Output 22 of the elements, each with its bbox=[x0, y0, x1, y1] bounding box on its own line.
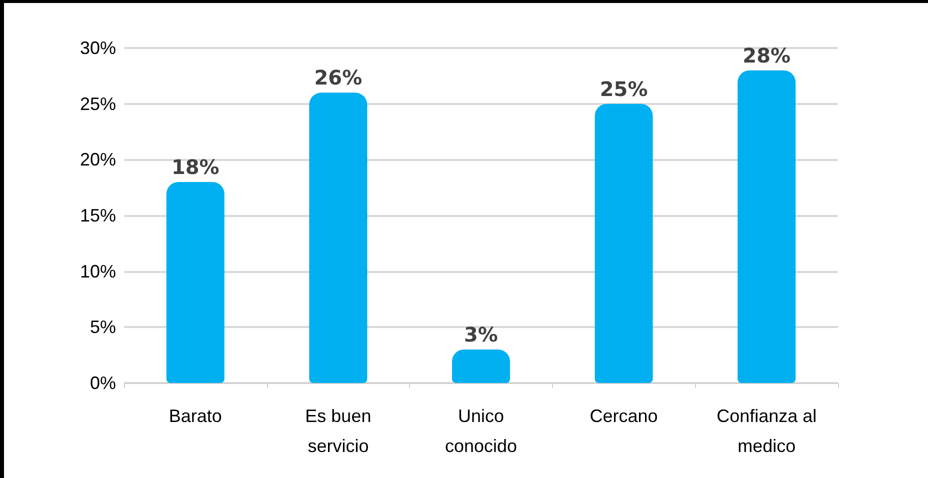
bar bbox=[452, 350, 510, 383]
y-tick-label: 20% bbox=[80, 150, 116, 170]
y-tick-label: 25% bbox=[80, 94, 116, 114]
data-label: 28% bbox=[742, 43, 791, 68]
x-tick-label: Es buen servicio bbox=[305, 406, 372, 456]
data-label: 26% bbox=[314, 66, 362, 90]
bar bbox=[309, 92, 368, 383]
bar bbox=[738, 70, 796, 383]
y-tick-label: 5% bbox=[90, 317, 116, 338]
data-label: 3% bbox=[464, 322, 498, 346]
x-tick-label: Cercano bbox=[590, 406, 658, 426]
bar bbox=[594, 104, 653, 383]
y-tick-label: 10% bbox=[80, 261, 116, 282]
y-tick-label: 15% bbox=[80, 206, 116, 226]
y-tick-label: 30% bbox=[80, 38, 116, 58]
x-tick-label: Unico conocido bbox=[444, 406, 518, 456]
x-tick-label: Confianza al medico bbox=[716, 406, 817, 456]
data-label: 18% bbox=[171, 155, 220, 179]
data-label: 25% bbox=[600, 76, 648, 101]
bar bbox=[166, 182, 224, 383]
y-tick-label: 0% bbox=[90, 373, 116, 393]
x-tick-label: Barato bbox=[168, 406, 222, 426]
